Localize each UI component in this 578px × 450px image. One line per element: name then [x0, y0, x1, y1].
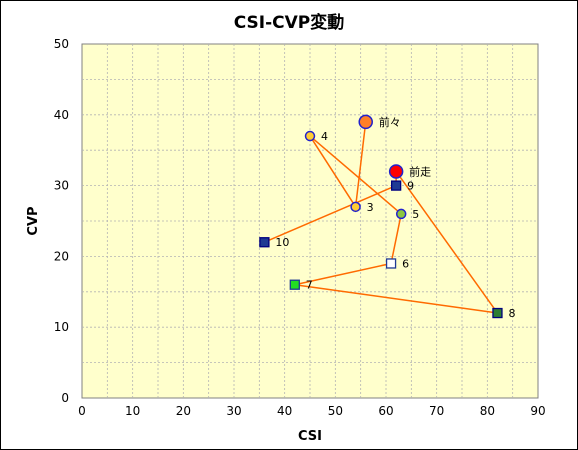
x-tick-label: 40	[277, 404, 292, 418]
point-label: 9	[407, 180, 414, 193]
y-tick-label: 10	[54, 320, 69, 334]
point-marker	[388, 164, 404, 179]
point-label: 前走	[409, 164, 431, 178]
series-lines	[264, 121, 499, 314]
series-segment	[294, 283, 498, 314]
x-tick-label: 50	[328, 404, 343, 418]
grid	[82, 44, 538, 398]
point-marker	[390, 180, 402, 191]
x-tick-labels: 0 10 20 30 40 50 60 70 80 90	[78, 404, 545, 418]
y-tick-label: 0	[61, 391, 69, 405]
point-marker	[492, 307, 503, 319]
chart-title: CSI-CVP変動	[233, 13, 345, 33]
series-segment	[309, 135, 402, 215]
point-marker	[304, 130, 316, 142]
series-segment	[390, 213, 402, 264]
point-marker	[289, 279, 300, 290]
point-marker	[385, 258, 397, 269]
series-segment	[294, 262, 392, 286]
series-segment	[309, 135, 357, 208]
x-tick-label: 80	[480, 404, 495, 418]
point-label: 7	[306, 279, 313, 292]
series-segment	[264, 184, 397, 243]
series-markers	[259, 114, 503, 319]
x-tick-label: 90	[530, 404, 545, 418]
point-label: 5	[412, 208, 419, 221]
y-tick-label: 20	[54, 249, 69, 263]
point-label: 8	[508, 307, 515, 320]
y-tick-label: 30	[54, 179, 69, 193]
x-tick-label: 70	[429, 404, 444, 418]
x-tick-label: 60	[378, 404, 393, 418]
y-tick-label: 50	[54, 37, 69, 51]
point-label: 前々	[379, 115, 401, 129]
point-label: 10	[275, 236, 289, 249]
y-axis-title: CVP	[26, 206, 41, 235]
point-label: 4	[321, 130, 328, 143]
point-marker	[395, 208, 407, 220]
point-marker	[358, 114, 373, 130]
x-tick-label: 10	[125, 404, 140, 418]
x-tick-label: 0	[78, 404, 86, 418]
point-marker	[350, 201, 361, 213]
series-segment	[395, 171, 499, 314]
series-segment	[354, 121, 367, 207]
y-tick-labels: 0 10 20 30 40 50	[54, 37, 69, 405]
x-axis-title: CSI	[298, 429, 322, 444]
point-label: 6	[402, 257, 409, 270]
point-label: 3	[367, 201, 374, 214]
y-tick-label: 40	[54, 108, 69, 122]
x-tick-label: 20	[176, 404, 191, 418]
point-marker	[259, 237, 270, 248]
x-tick-label: 30	[226, 404, 241, 418]
